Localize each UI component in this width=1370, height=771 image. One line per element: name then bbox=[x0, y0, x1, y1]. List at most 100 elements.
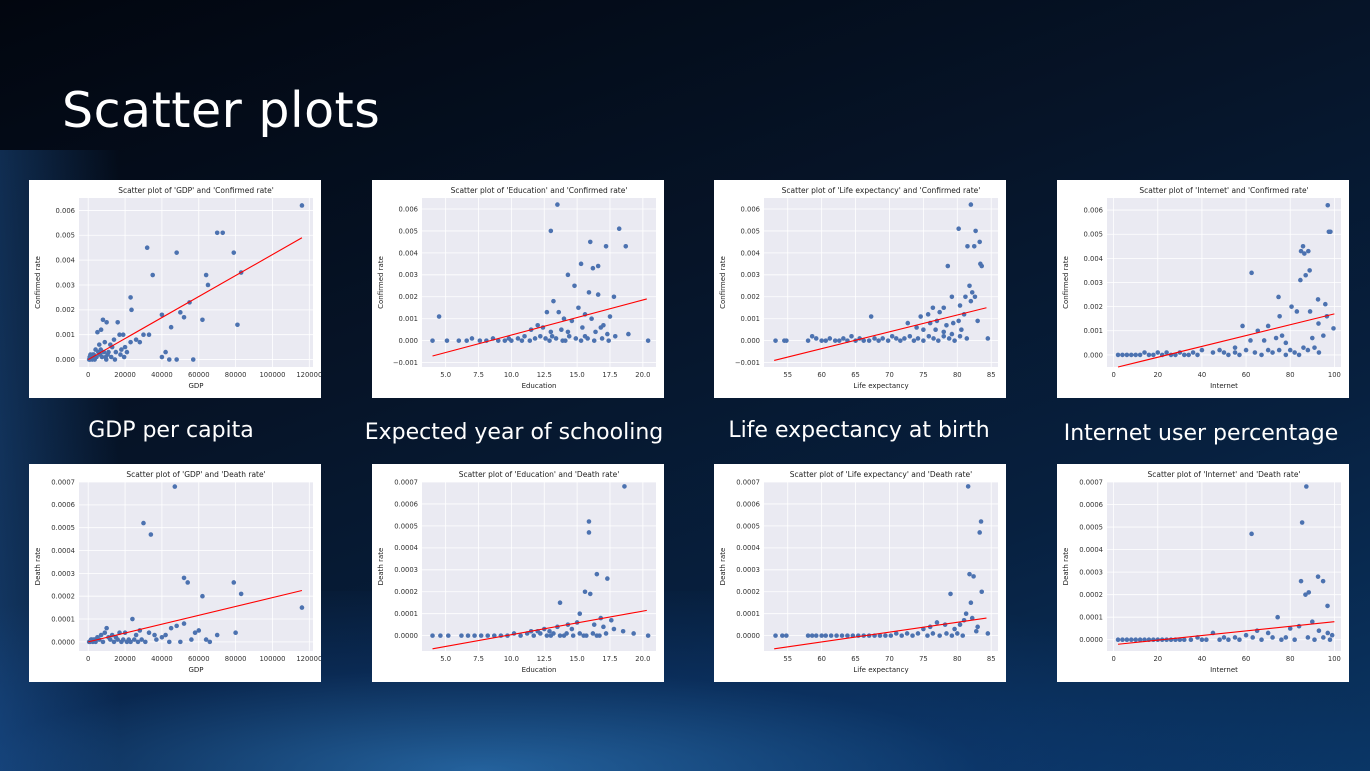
data-point bbox=[944, 322, 949, 328]
data-point bbox=[915, 631, 921, 636]
data-point bbox=[185, 580, 191, 585]
caption-internet: Internet user percentage bbox=[1063, 421, 1339, 446]
data-point bbox=[965, 243, 970, 249]
data-point bbox=[98, 347, 104, 352]
data-point bbox=[506, 336, 512, 341]
data-point bbox=[436, 314, 442, 319]
data-point bbox=[131, 637, 137, 642]
data-point bbox=[1120, 352, 1125, 358]
data-point bbox=[1303, 272, 1308, 278]
data-point bbox=[1305, 347, 1311, 353]
data-point bbox=[819, 338, 824, 343]
data-point bbox=[957, 303, 963, 308]
data-point bbox=[113, 349, 119, 355]
data-point bbox=[124, 349, 130, 355]
y-tick-label: 0.0005 bbox=[736, 522, 760, 530]
data-point bbox=[805, 633, 811, 638]
y-tick-label: 0.0001 bbox=[1079, 614, 1103, 622]
data-point bbox=[174, 250, 179, 255]
data-point bbox=[1292, 637, 1297, 643]
data-point bbox=[1115, 352, 1121, 358]
data-point bbox=[1151, 352, 1156, 358]
data-point bbox=[1240, 323, 1245, 329]
data-point bbox=[1279, 333, 1285, 338]
plot-area bbox=[79, 482, 313, 651]
data-point bbox=[181, 314, 187, 320]
data-point bbox=[1276, 294, 1281, 300]
data-point bbox=[885, 338, 891, 343]
data-point bbox=[1120, 637, 1125, 643]
y-axis-label: Confirmed rate bbox=[1062, 256, 1070, 309]
data-point bbox=[117, 332, 122, 337]
data-point bbox=[548, 329, 554, 335]
data-point bbox=[985, 631, 991, 636]
data-point bbox=[1321, 635, 1326, 640]
scatter-chart: Scatter plot of 'Education' and 'Confirm… bbox=[377, 186, 656, 390]
data-point bbox=[99, 354, 105, 360]
data-point bbox=[605, 331, 610, 337]
data-point bbox=[601, 624, 606, 630]
y-tick-label: 0.0004 bbox=[51, 547, 75, 555]
data-point bbox=[141, 520, 146, 526]
data-point bbox=[438, 633, 443, 638]
x-tick-label: 20 bbox=[1153, 655, 1162, 663]
grid bbox=[1107, 198, 1341, 367]
y-tick-label: 0.0002 bbox=[51, 593, 75, 601]
data-point bbox=[543, 336, 548, 341]
data-point bbox=[1137, 352, 1143, 358]
x-tick-label: 75 bbox=[919, 371, 928, 379]
data-point bbox=[805, 338, 811, 343]
data-point bbox=[1298, 277, 1303, 283]
data-point bbox=[548, 633, 554, 638]
x-tick-label: 80 bbox=[953, 371, 962, 379]
data-point bbox=[889, 333, 895, 339]
data-point bbox=[1226, 637, 1231, 643]
y-tick-label: 0.0005 bbox=[394, 522, 418, 530]
y-tick-label: 0.005 bbox=[1084, 231, 1103, 239]
data-point bbox=[166, 639, 172, 645]
data-point bbox=[444, 338, 450, 343]
data-point bbox=[594, 633, 600, 638]
data-point bbox=[973, 628, 979, 634]
data-point bbox=[129, 307, 134, 313]
data-point bbox=[168, 625, 174, 631]
y-tick-label: 0.0003 bbox=[51, 570, 75, 578]
y-tick-label: 0.0000 bbox=[51, 638, 75, 646]
chart-title: Scatter plot of 'Internet' and 'Confirme… bbox=[1139, 186, 1308, 195]
data-point bbox=[955, 631, 960, 636]
x-axis-label: GDP bbox=[188, 382, 203, 390]
y-tick-label: 0.0004 bbox=[394, 544, 418, 552]
data-point bbox=[519, 338, 525, 343]
data-point bbox=[515, 336, 521, 341]
data-point bbox=[1199, 637, 1205, 643]
data-point bbox=[1296, 352, 1302, 358]
x-tick-label: 100000 bbox=[259, 655, 285, 663]
data-point bbox=[464, 338, 469, 343]
y-tick-label: 0.0007 bbox=[1079, 478, 1103, 486]
data-point bbox=[1124, 637, 1130, 643]
y-tick-label: 0.0000 bbox=[736, 632, 760, 640]
data-point bbox=[918, 314, 923, 319]
y-tick-label: 0.000 bbox=[56, 356, 75, 364]
data-point bbox=[163, 349, 168, 355]
data-point bbox=[1329, 632, 1335, 638]
data-point bbox=[128, 339, 133, 345]
data-point bbox=[930, 631, 936, 636]
data-point bbox=[557, 633, 563, 638]
data-point bbox=[595, 263, 601, 269]
data-point bbox=[809, 633, 815, 638]
data-point bbox=[967, 283, 972, 289]
data-point bbox=[872, 336, 877, 341]
y-tick-label: 0.0003 bbox=[394, 566, 418, 574]
data-point bbox=[877, 633, 883, 638]
y-tick-label: 0.002 bbox=[741, 293, 760, 301]
data-point bbox=[1287, 347, 1293, 353]
data-point bbox=[178, 310, 183, 315]
data-point bbox=[430, 633, 435, 638]
x-tick-label: 12.5 bbox=[537, 371, 552, 379]
data-point bbox=[98, 632, 104, 638]
data-point bbox=[1124, 352, 1130, 358]
data-point bbox=[478, 633, 484, 638]
data-point bbox=[559, 327, 564, 332]
y-tick-label: 0.005 bbox=[56, 232, 75, 240]
